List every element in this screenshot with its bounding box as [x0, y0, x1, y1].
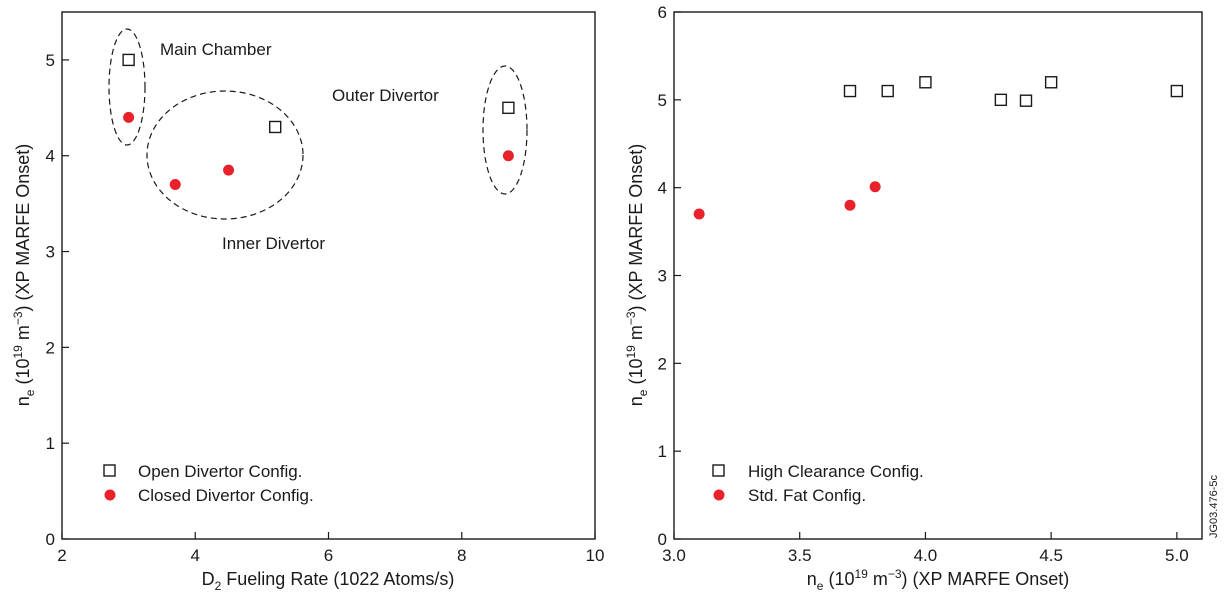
right-x-tick-label: 3.5 [788, 546, 812, 565]
left-points [122, 53, 515, 190]
legend-circle-marker [713, 489, 725, 501]
left-ylabel-mid: m [13, 325, 33, 345]
left-square-point [502, 101, 515, 115]
left-ylabel-pre: (10 [13, 359, 33, 390]
left-xlabel-main: D [202, 569, 215, 589]
left-ylabel-sup2: −3 [11, 311, 25, 325]
legend-high-clearance: High Clearance Config. [748, 462, 924, 481]
legend-open-divertor: Open Divertor Config. [138, 462, 302, 481]
left-y-tick-label: 5 [46, 51, 55, 70]
left-square-point [269, 120, 282, 134]
right-circle-point [869, 181, 881, 193]
right-legend: High Clearance Config. Std. Fat Config. [712, 462, 924, 505]
left-x-tick-label: 4 [191, 546, 200, 565]
left-x-tick-label: 8 [457, 546, 466, 565]
right-xlabel-sup1: 19 [854, 567, 868, 581]
left-circle-point [169, 178, 181, 190]
left-y-tick-label: 3 [46, 243, 55, 262]
right-ylabel-sup1: 19 [624, 345, 638, 359]
right-y-axis-title: ne (1019 m−3) (XP MARFE Onset) [624, 144, 650, 406]
right-ylabel-mid: m [626, 325, 646, 345]
annotation-main-chamber: Main Chamber [160, 40, 272, 59]
left-x-tick-label: 2 [57, 546, 66, 565]
right-y-tick-label: 1 [658, 442, 667, 461]
right-square-point [1019, 94, 1033, 107]
right-circle-point [844, 199, 856, 211]
right-points [693, 76, 1184, 220]
left-ylabel-post: ) (XP MARFE Onset) [13, 144, 33, 312]
right-ylabel-sub: e [636, 389, 650, 396]
right-y-tick-label: 4 [658, 179, 667, 198]
left-x-tick-label: 10 [586, 546, 605, 565]
right-square-point [994, 93, 1008, 107]
right-xlabel-sup2: −3 [888, 567, 902, 581]
right-ylabel-sup2: −3 [624, 311, 638, 325]
right-square-point [1044, 76, 1058, 89]
right-y-tick-label: 6 [658, 3, 667, 22]
right-ylabel-post: ) (XP MARFE Onset) [626, 144, 646, 312]
right-square-point [881, 84, 894, 98]
right-y-tick-label: 3 [658, 267, 667, 286]
outer-divertor-ellipse [482, 65, 528, 195]
legend-square-marker [103, 464, 116, 477]
right-ticks: 3.0 3.5 4.0 4.5 5.0 0 1 2 3 4 5 6 [658, 3, 1189, 565]
right-xlabel-sub: e [817, 579, 824, 593]
left-x-axis-title: D2 Fueling Rate (1022 Atoms/s) [202, 569, 455, 593]
right-x-axis-title: ne (1019 m−3) (XP MARFE Onset) [807, 567, 1069, 593]
left-circle-point [123, 111, 135, 123]
left-y-tick-label: 1 [46, 434, 55, 453]
right-xlabel-post: ) (XP MARFE Onset) [902, 569, 1070, 589]
right-y-tick-label: 0 [658, 530, 667, 549]
left-circle-point [502, 150, 514, 162]
figure-id-label: JG03.476-5c [1208, 475, 1220, 538]
legend-closed-divertor: Closed Divertor Config. [138, 486, 314, 505]
left-ylabel-sup1: 19 [11, 345, 25, 359]
right-xlabel-n: n [807, 569, 817, 589]
legend-circle-marker [104, 489, 116, 501]
left-ticks: 2 4 6 8 10 0 1 2 3 4 5 [46, 51, 605, 565]
right-y-tick-label: 5 [658, 91, 667, 110]
left-circle-point [223, 164, 235, 176]
left-y-tick-label: 2 [46, 338, 55, 357]
left-ylabel-n: n [13, 396, 33, 406]
right-square-point [1170, 84, 1184, 98]
right-xlabel-mid: m [868, 569, 888, 589]
left-legend: Open Divertor Config. Closed Divertor Co… [103, 462, 314, 505]
left-y-axis-title: ne (1019 m−3) (XP MARFE Onset) [11, 144, 37, 406]
right-plot-frame [673, 11, 1203, 540]
left-ylabel-sub: e [23, 389, 37, 396]
left-plot-frame [61, 11, 596, 540]
main-chamber-ellipse [108, 28, 146, 146]
right-square-point [843, 84, 857, 98]
left-square-point [122, 53, 135, 67]
right-xlabel-pre: (10 [823, 569, 854, 589]
right-x-tick-label: 5.0 [1165, 546, 1189, 565]
right-circle-point [693, 208, 705, 220]
left-xlabel-sub: 2 [215, 579, 222, 593]
right-square-point [919, 76, 932, 89]
legend-square-marker [712, 464, 725, 477]
left-y-tick-label: 4 [46, 147, 55, 166]
right-ylabel-pre: (10 [626, 359, 646, 390]
left-xlabel-rest: Fueling Rate (1022 Atoms/s) [221, 569, 454, 589]
annotation-outer-divertor: Outer Divertor [332, 86, 439, 105]
left-x-tick-label: 6 [324, 546, 333, 565]
right-y-tick-label: 2 [658, 354, 667, 373]
right-x-tick-label: 4.5 [1039, 546, 1063, 565]
right-x-tick-label: 4.0 [914, 546, 938, 565]
right-x-tick-label: 3.0 [662, 546, 686, 565]
legend-std-fat: Std. Fat Config. [748, 486, 866, 505]
annotation-inner-divertor: Inner Divertor [222, 234, 325, 253]
right-ylabel-n: n [626, 396, 646, 406]
inner-divertor-ellipse [146, 90, 304, 220]
left-y-tick-label: 0 [46, 530, 55, 549]
